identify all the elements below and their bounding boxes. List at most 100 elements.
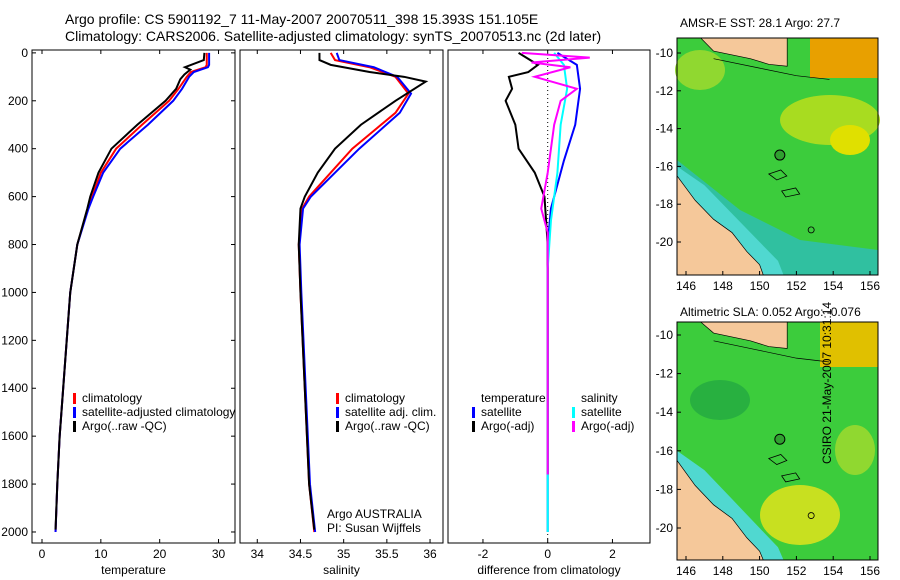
map-frame <box>676 37 879 276</box>
warm-patch <box>675 50 725 90</box>
x-tick-label: 0 <box>39 547 46 561</box>
plot-frame-0 <box>31 49 236 544</box>
x-axis-label: salinity <box>323 563 360 577</box>
sst-map-title: AMSR-E SST: 28.1 Argo: 27.7 <box>680 16 841 30</box>
x-tick-label: 30 <box>212 547 226 561</box>
islands-outline <box>713 58 830 80</box>
lon-tick-label: 152 <box>786 279 806 293</box>
plot-frame-2 <box>447 49 651 544</box>
lon-tick-label: 150 <box>750 564 770 578</box>
sla-map-title: Altimetric SLA: 0.052 Argo: -0.076 <box>680 305 861 319</box>
lon-tick-label: 146 <box>676 564 696 578</box>
lat-tick-label: -14 <box>656 405 674 419</box>
legend-sal-satellite: satellite <box>581 405 622 419</box>
lat-tick-label: -14 <box>656 122 674 136</box>
lon-tick-label: 150 <box>750 279 770 293</box>
high-patch <box>760 485 840 545</box>
legend-satellite: satellite adj. clim. <box>345 405 437 419</box>
series-line-argo-raw-qc- <box>297 52 429 530</box>
y-tick-label: 1400 <box>1 381 28 395</box>
map-sst <box>675 37 880 276</box>
y-tick-label: 0 <box>21 46 28 60</box>
legend-temp-argo: Argo(-adj) <box>481 419 535 433</box>
lat-tick-label: -10 <box>656 328 674 342</box>
x-tick-label: 36 <box>423 547 437 561</box>
series-line-satellite-adj-clim- <box>298 52 413 533</box>
warm-patch <box>810 38 878 78</box>
lon-tick-label: 146 <box>676 279 696 293</box>
y-tick-label: 1000 <box>1 285 28 299</box>
series-line-salinity-argo-adj- <box>521 51 590 475</box>
x-tick-label: 35 <box>337 547 351 561</box>
legend-heading-temperature: temperature <box>481 391 546 405</box>
legend-heading-salinity: salinity <box>581 391 618 405</box>
high-patch <box>820 322 878 367</box>
y-tick-label: 1600 <box>1 429 28 443</box>
y-tick-label: 2000 <box>1 525 28 539</box>
legend-climatology: climatology <box>82 391 143 405</box>
x-tick-label: 2 <box>609 547 616 561</box>
annotation-pi: PI: Susan Wijffels <box>327 521 421 535</box>
series-line-argo-raw-qc- <box>54 52 206 530</box>
y-tick-label: 200 <box>8 94 28 108</box>
lon-tick-label: 156 <box>860 279 880 293</box>
x-tick-label: 0 <box>544 547 551 561</box>
annotation-argo-australia: Argo AUSTRALIA <box>327 507 422 521</box>
series-line-satellite-adjusted-climatology <box>54 52 211 533</box>
series-line-salinity-satellite <box>546 52 569 532</box>
difference-legend-salinity: salinity satellite Argo(-adj) <box>572 391 634 433</box>
warm-patch <box>830 125 870 155</box>
legend-argo: Argo(..raw -QC) <box>82 419 167 433</box>
lon-tick-label: 148 <box>713 279 733 293</box>
y-tick-label: 600 <box>8 190 28 204</box>
x-tick-label: 34 <box>251 547 265 561</box>
y-tick-label: 400 <box>8 142 28 156</box>
reef-outlines <box>767 169 815 234</box>
y-tick-label: 800 <box>8 238 28 252</box>
high-patch <box>835 425 875 475</box>
x-tick-label: 20 <box>153 547 167 561</box>
lat-tick-label: -20 <box>656 235 674 249</box>
lat-tick-label: -12 <box>656 367 674 381</box>
map-sla <box>676 321 879 561</box>
lat-tick-label: -18 <box>656 482 674 496</box>
credit-text: CSIRO 21-May-2007 10:31:14 <box>820 301 834 464</box>
series-line-climatology <box>297 52 410 533</box>
lon-tick-label: 148 <box>713 564 733 578</box>
legend-temp-satellite: satellite <box>481 405 522 419</box>
y-tick-label: 1200 <box>1 333 28 347</box>
lat-tick-label: -18 <box>656 197 674 211</box>
argo-float-marker <box>774 149 786 161</box>
lon-tick-label: 152 <box>786 564 806 578</box>
x-tick-label: 10 <box>94 547 108 561</box>
lat-tick-label: -12 <box>656 84 674 98</box>
difference-legend-temperature: temperature satellite Argo(-adj) <box>472 391 546 433</box>
series-line-temperature-satellite <box>546 52 582 532</box>
lat-tick-label: -16 <box>656 159 674 173</box>
series-line-temperature-argo-adj- <box>504 52 549 475</box>
legend-argo: Argo(..raw -QC) <box>345 419 430 433</box>
reef-outlines <box>767 454 815 519</box>
x-tick-label: -2 <box>478 547 489 561</box>
islands-outline <box>713 340 830 363</box>
x-tick-label: 35.5 <box>375 547 399 561</box>
lon-tick-label: 154 <box>823 279 843 293</box>
x-axis-label: difference from climatology <box>477 563 620 577</box>
plot-frame-1 <box>239 49 444 544</box>
salinity-legend: climatology satellite adj. clim. Argo(..… <box>336 391 436 433</box>
lat-tick-label: -16 <box>656 444 674 458</box>
lon-tick-label: 154 <box>823 564 843 578</box>
title-line-1: Argo profile: CS 5901192_7 11-May-2007 2… <box>65 11 539 27</box>
series-line-climatology <box>54 52 208 533</box>
x-axis-label: temperature <box>101 563 166 577</box>
lat-tick-label: -20 <box>656 521 674 535</box>
temperature-legend: climatology satellite-adjusted climatolo… <box>73 391 235 433</box>
lat-tick-label: -10 <box>656 46 674 60</box>
map-frame <box>676 321 879 561</box>
legend-satellite: satellite-adjusted climatology <box>82 405 236 419</box>
low-patch <box>690 380 750 420</box>
legend-climatology: climatology <box>345 391 406 405</box>
argo-float-marker <box>774 433 786 445</box>
